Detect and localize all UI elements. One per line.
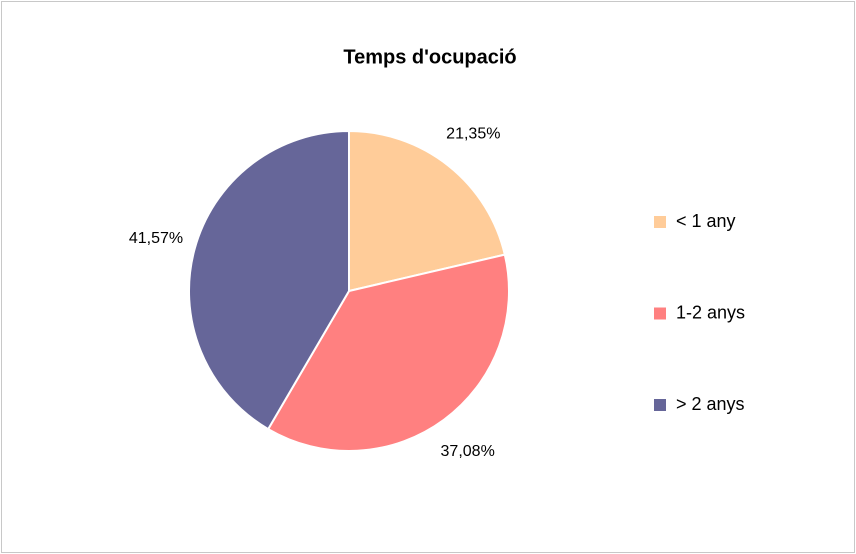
data-label: 21,35%	[446, 126, 500, 143]
legend-swatch	[654, 399, 666, 411]
pie-slice	[348, 129, 507, 293]
pie-slice	[188, 129, 350, 431]
pie-slice	[266, 253, 510, 452]
data-label: 41,57%	[129, 230, 183, 247]
data-label: 37,08%	[441, 443, 495, 460]
legend-label: < 1 any	[676, 211, 736, 231]
legend-swatch	[654, 216, 666, 228]
legend-label: 1-2 anys	[676, 302, 745, 322]
legend-label: > 2 anys	[676, 394, 745, 414]
legend-swatch	[654, 307, 666, 320]
chart-title: Temps d'ocupació	[343, 46, 516, 68]
